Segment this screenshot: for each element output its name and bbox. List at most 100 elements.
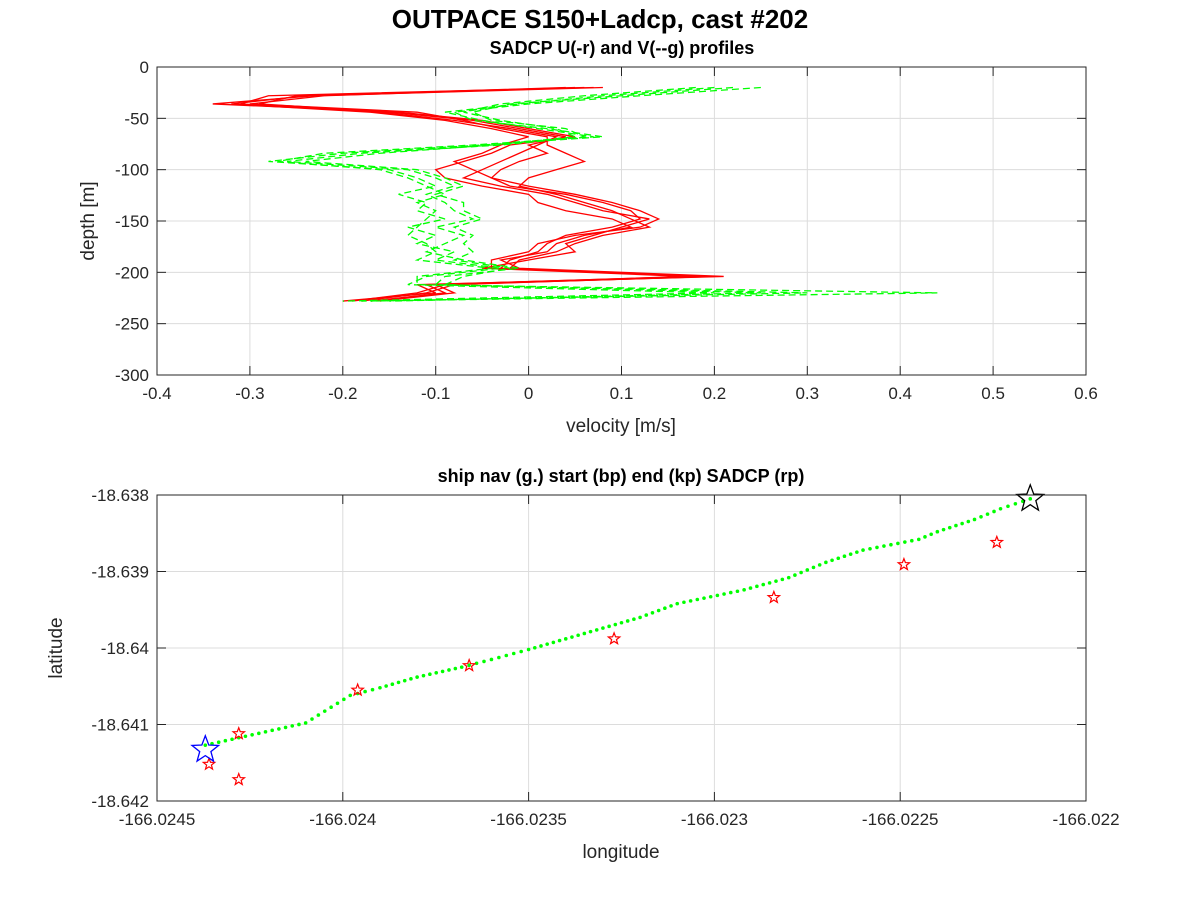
nav-series	[190, 482, 1046, 786]
ship-nav-point	[979, 515, 983, 519]
x-tick-label: 0	[524, 384, 533, 403]
figure-title: OUTPACE S150+Ladcp, cast #202	[392, 4, 808, 34]
ship-nav-point	[916, 537, 921, 542]
ship-nav-point	[929, 532, 933, 537]
y-tick-label: -100	[115, 161, 149, 180]
y-tick-label: -18.638	[91, 486, 149, 505]
ship-nav-point	[761, 582, 766, 587]
ship-nav-point	[434, 671, 439, 675]
nav-ylabel: latitude	[46, 617, 67, 678]
y-tick-label: -50	[124, 109, 149, 128]
ship-nav-point	[793, 573, 797, 577]
ship-nav-point	[663, 606, 667, 611]
ship-nav-point	[947, 525, 952, 530]
ship-nav-point	[402, 678, 407, 683]
ship-nav-point	[702, 596, 706, 600]
ship-nav-point	[601, 626, 605, 630]
y-tick-label: -200	[115, 263, 149, 282]
y-tick-label: -150	[115, 212, 149, 231]
ship-nav-point	[985, 512, 990, 516]
u-profile-line	[240, 86, 687, 302]
ship-nav-point	[824, 560, 828, 565]
ship-nav-point	[669, 604, 673, 608]
ship-nav-point	[799, 570, 803, 575]
ship-nav-point	[447, 668, 451, 672]
ship-nav-point	[992, 509, 996, 514]
ship-nav-point	[297, 722, 301, 727]
ship-nav-point	[882, 544, 886, 548]
ship-nav-point	[675, 601, 680, 606]
ship-nav-point	[303, 721, 308, 725]
v-profile-line	[277, 86, 938, 302]
x-tick-label: -0.2	[328, 384, 357, 403]
ship-nav-point	[582, 631, 587, 636]
ship-nav-point	[632, 617, 636, 621]
ship-nav-point	[613, 622, 618, 627]
ship-nav-point	[830, 558, 834, 563]
ship-nav-point	[322, 709, 327, 713]
x-tick-label: 0.5	[981, 384, 1005, 403]
ship-nav-point	[216, 740, 221, 744]
sadcp-point	[201, 756, 217, 771]
y-tick-label: -300	[115, 366, 149, 385]
ship-nav-point	[722, 592, 726, 596]
ship-nav-point	[780, 577, 785, 582]
x-tick-label: -0.4	[142, 384, 171, 403]
x-tick-label: -166.0235	[490, 810, 567, 829]
ship-nav-point	[263, 730, 268, 734]
ship-nav-point	[277, 727, 281, 731]
profiles-ylabel: depth [m]	[78, 181, 99, 260]
ship-nav-point	[811, 565, 816, 570]
ship-nav-point	[735, 589, 740, 594]
y-tick-label: 0	[140, 58, 149, 77]
ship-nav-point	[363, 689, 367, 694]
ship-nav-point	[588, 629, 593, 634]
ship-nav-point	[896, 541, 900, 546]
ship-nav-point	[223, 738, 228, 743]
u-profile-line	[249, 86, 696, 302]
nav-title: ship nav (g.) start (bp) end (kp) SADCP …	[438, 466, 805, 486]
ship-nav-point	[504, 653, 509, 658]
ship-nav-point	[342, 697, 346, 702]
ship-nav-point	[960, 521, 964, 526]
ship-nav-point	[440, 669, 445, 674]
ship-nav-point	[742, 588, 746, 592]
ship-nav-point	[519, 649, 523, 654]
ship-nav-point	[855, 550, 859, 554]
ship-nav-point	[767, 581, 772, 585]
ship-nav-point	[230, 737, 234, 742]
x-tick-label: -166.024	[309, 810, 376, 829]
ship-nav-point	[650, 611, 655, 615]
ship-nav-point	[428, 672, 432, 677]
ship-nav-point	[903, 540, 907, 544]
ship-nav-point	[656, 608, 661, 613]
x-tick-label: 0.1	[610, 384, 634, 403]
nav-ticks: -166.0245 -166.024 -166.0235 -166.023 -166.0…	[91, 486, 1119, 829]
y-tick-label: -18.642	[91, 792, 149, 811]
ship-nav-point	[1006, 504, 1010, 509]
ship-nav-point	[941, 527, 946, 532]
ship-nav-point	[998, 506, 1003, 511]
ship-nav-point	[625, 619, 630, 623]
x-tick-label: -0.1	[421, 384, 450, 403]
ship-nav-point	[935, 529, 940, 534]
ship-nav-point	[370, 687, 375, 692]
ship-nav-point	[396, 680, 401, 685]
sadcp-point	[606, 631, 622, 646]
ship-nav-point	[688, 599, 693, 603]
profiles-title: SADCP U(-r) and V(--g) profiles	[490, 38, 755, 58]
ship-nav-point	[453, 666, 458, 671]
ship-nav-point	[708, 594, 713, 599]
x-tick-label: -166.022	[1052, 810, 1119, 829]
ship-nav-point	[283, 725, 288, 730]
sadcp-point	[989, 534, 1005, 549]
ship-nav-point	[329, 705, 333, 710]
profiles-series	[212, 86, 938, 302]
x-tick-label: 0.4	[888, 384, 912, 403]
ship-nav-point	[594, 628, 599, 632]
ship-nav-point	[889, 542, 893, 547]
x-tick-label: -0.3	[235, 384, 264, 403]
x-tick-label: -166.023	[681, 810, 748, 829]
ship-nav-point	[467, 663, 471, 668]
ship-nav-point	[619, 620, 624, 625]
